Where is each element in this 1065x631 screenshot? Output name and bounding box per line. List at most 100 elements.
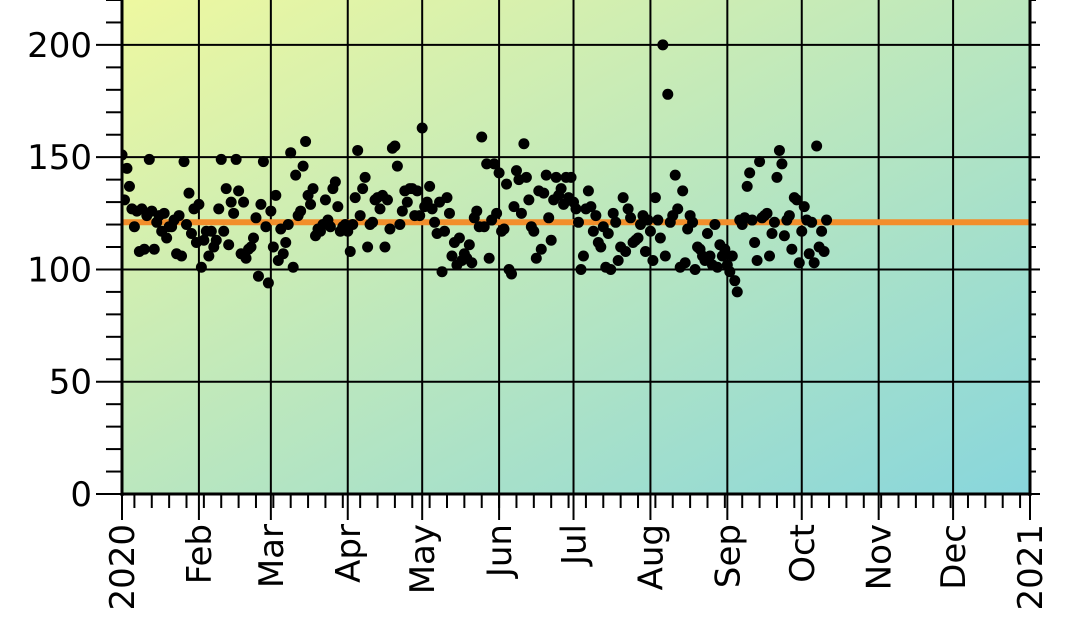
data-point [818,245,830,257]
data-point [488,158,500,170]
data-point [793,257,805,269]
data-point [381,194,393,206]
data-point [543,212,555,224]
data-point [453,232,465,244]
x-tick-label: Oct [783,524,823,583]
data-point [250,212,262,224]
data-point [709,219,721,231]
data-point [344,245,356,257]
data-point [719,243,731,255]
axes [96,0,1040,520]
data-point [185,228,197,240]
data-point [724,266,736,278]
data-point [508,201,520,213]
data-point [776,158,788,170]
data-point [677,185,689,197]
data-point [270,189,282,201]
data-point [731,286,743,298]
data-point [220,183,232,195]
data-point [176,250,188,262]
data-point [426,203,438,215]
data-point [761,207,773,219]
x-tick-label: Mar [252,524,292,588]
data-point [367,216,379,228]
data-point [570,203,582,215]
data-point [429,216,441,228]
data-point [233,185,245,197]
data-point [530,252,542,264]
data-point [510,165,522,177]
data-point [122,194,130,206]
data-point [550,171,562,183]
data-point [642,214,654,226]
data-point [528,225,540,237]
data-point [577,250,589,262]
data-point [617,192,629,204]
data-point [230,153,242,165]
data-point [483,252,495,264]
data-point [394,219,406,231]
x-tick-label: Feb [180,524,220,584]
data-point [811,140,823,152]
data-point [122,162,133,174]
plot-background [122,0,1030,494]
data-point [625,212,637,224]
x-tick-label: Jul [555,524,595,567]
data-point [240,252,252,264]
data-points [122,39,833,298]
data-point [260,221,272,233]
data-point [622,203,634,215]
data-point [183,187,195,199]
data-point [391,160,403,172]
data-point [672,203,684,215]
data-point [223,239,235,251]
data-point [652,214,664,226]
data-point [744,167,756,179]
data-point [687,216,699,228]
data-point [357,183,369,195]
data-point [384,223,396,235]
data-point [374,203,386,215]
y-axis-tick-labels: 0 50 100 150 200 [27,26,92,515]
data-point [545,234,557,246]
y-tick-label: 200 [27,26,92,66]
data-point [644,225,656,237]
data-point [654,232,666,244]
data-point [287,261,299,273]
data-point [766,228,778,240]
data-point [210,234,222,246]
data-point [396,205,408,217]
data-point [439,225,451,237]
data-point [225,196,237,208]
data-point [362,241,374,253]
data-point [729,275,741,287]
data-point [441,192,453,204]
data-point [806,216,818,228]
data-point [726,250,738,262]
data-point [282,219,294,231]
data-point [620,245,632,257]
data-point [518,138,530,150]
data-point [252,270,264,282]
data-point [267,241,279,253]
data-point [247,232,259,244]
data-point [746,214,758,226]
data-point [498,223,510,235]
x-tick-label: Apr [329,524,369,583]
data-point [493,167,505,179]
data-point [520,171,532,183]
data-point [816,225,828,237]
x-tick-label: Sep [708,524,748,588]
data-point [158,207,170,219]
data-point [285,147,297,159]
data-point [277,248,289,260]
data-point [555,183,567,195]
data-point [764,250,776,262]
data-point [786,243,798,255]
data-point [662,88,674,100]
data-point [414,210,426,222]
data-point [689,263,701,275]
data-point [255,198,267,210]
data-point [143,153,155,165]
data-point [203,250,215,262]
